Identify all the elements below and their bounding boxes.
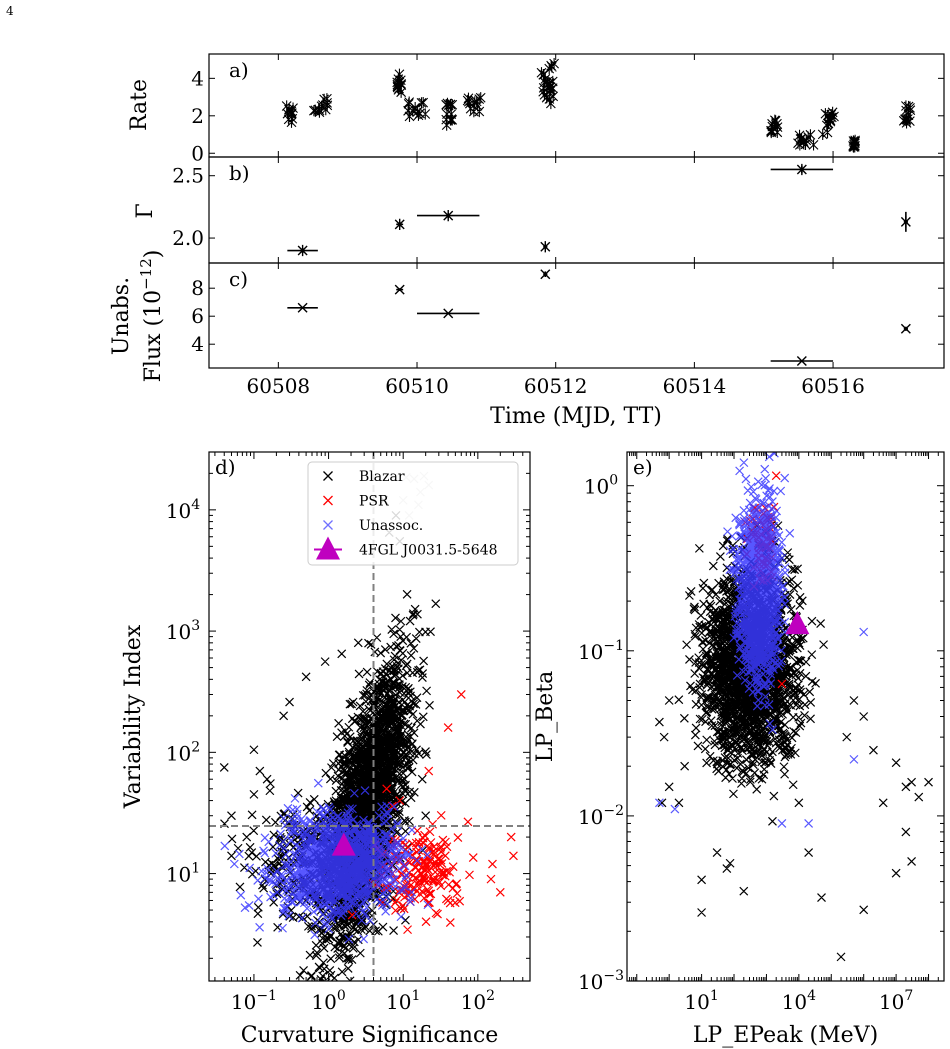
- panel-d-xtick-label: 10−1: [231, 988, 277, 1014]
- panel-c-xtick-label: 60516: [801, 374, 865, 398]
- panel-c-ylabel-line2: Flux (10−12): [137, 250, 166, 383]
- rate-cluster-6: [536, 57, 559, 110]
- panel-c-ytick-label: 4: [191, 332, 204, 356]
- points-blazar: [219, 495, 441, 981]
- panel-e-plot-area: [654, 452, 933, 962]
- panel-c-xtick-label: 60514: [663, 374, 727, 398]
- panel-c-xtick-label: 60508: [247, 374, 311, 398]
- panel-d-ytick-label: 104: [166, 497, 200, 523]
- panel-e-label: e): [633, 455, 653, 479]
- panel-e-ytick-label: 10−2: [578, 803, 624, 829]
- panel-e-xlabel: LP_EPeak (MeV): [693, 1023, 878, 1048]
- point-b-0: [297, 244, 308, 257]
- panel-e: 101 104 107 10−3 10−2 10−1 100 e) LP_EPeak (MeV)…: [533, 451, 945, 1048]
- panel-e-ylabel: LP_Beta: [533, 671, 558, 763]
- panel-c-xtick-label: 60512: [524, 374, 588, 398]
- panel-d-ylabel: Variability Index: [121, 624, 146, 809]
- panel-d-xtick-label: 102: [461, 988, 495, 1014]
- panel-d-frame: [208, 451, 531, 982]
- panel-e-xtick-label: 107: [879, 988, 913, 1014]
- point-c-1: [394, 284, 405, 295]
- point-c-5: [900, 323, 911, 334]
- panel-d-xlabel: Curvature Significance: [241, 1023, 499, 1048]
- panel-e-ytick-label: 100: [584, 473, 618, 499]
- panel-c-frame: [208, 262, 945, 369]
- panel-d-ytick-label: 101: [166, 861, 200, 887]
- panel-d-xtick-label: 100: [311, 988, 345, 1014]
- panel-d-xtick-label: 101: [386, 988, 420, 1014]
- panel-c-xlabel: Time (MJD, TT): [490, 404, 662, 429]
- panel-c-xtick-label: 60510: [385, 374, 449, 398]
- points-unassoc: [220, 778, 433, 944]
- panel-a-ytick-label: 4: [191, 66, 204, 90]
- point-c-3: [540, 269, 551, 280]
- point-c-4: [796, 356, 807, 366]
- panel-a-ytick-label: 2: [191, 104, 204, 128]
- panel-e-ytick-label: 10−1: [578, 638, 624, 664]
- panel-a-ylabel: Rate: [127, 79, 152, 131]
- panel-a-ytick-label: 0: [191, 141, 204, 165]
- point-b-2: [443, 209, 454, 222]
- rate-cluster-0: [281, 100, 298, 128]
- panel-d-label: d): [215, 455, 236, 479]
- panel-d: 10−1 100 101 102 101 102 103 104 d) Curvature Sig…: [121, 451, 531, 1048]
- points-psr: [347, 690, 518, 935]
- legend-marker-2: [323, 520, 333, 530]
- panel-d-ytick-label: 102: [166, 739, 200, 765]
- rate-cluster-7: [766, 114, 783, 139]
- panel-b-frame: [208, 156, 945, 264]
- point-b-1: [394, 218, 405, 230]
- legend-frame: [307, 461, 519, 566]
- panel-a: 0 2 4 a): [191, 53, 945, 165]
- point-b-3: [540, 241, 551, 253]
- rate-cluster-4: [441, 97, 458, 131]
- panel-e-ytick-label: 10−3: [578, 968, 624, 994]
- rate-cluster-9: [817, 106, 839, 141]
- points-blazar: [654, 520, 933, 962]
- panel-e-xtick-label: 104: [782, 988, 816, 1014]
- panel-c-ylabel-line1: Unabs.: [109, 277, 134, 355]
- point-b-5: [900, 216, 911, 228]
- point-c-2: [443, 308, 454, 319]
- legend-entry-1: PSR: [359, 494, 389, 510]
- panel-a-label: a): [229, 58, 249, 82]
- panel-c: 4 6 8 c): [191, 262, 945, 369]
- page-number: 4: [6, 4, 14, 18]
- rate-cluster-2: [392, 68, 407, 98]
- rate-cluster-5: [462, 92, 486, 118]
- source-marker: [331, 832, 356, 856]
- legend-marker-1: [323, 495, 333, 506]
- panel-b-ylabel: Γ: [133, 203, 158, 218]
- source-marker: [785, 611, 810, 635]
- rate-cluster-11: [898, 100, 916, 129]
- panel-b-ytick-label: 2.5: [172, 164, 204, 188]
- panel-c-ytick-label: 6: [191, 304, 204, 328]
- panel-c-label: c): [229, 267, 248, 291]
- legend: Blazar PSR Unassoc. 4FGL J0031.5-5648: [307, 461, 519, 566]
- panel-d-ytick-label: 103: [166, 618, 200, 644]
- rate-cluster-8: [793, 129, 819, 151]
- legend-marker-source: [316, 536, 340, 560]
- point-b-4: [796, 163, 807, 176]
- legend-entry-3: 4FGL J0031.5-5648: [359, 543, 498, 559]
- panel-b-ytick-label: 2.0: [172, 226, 204, 250]
- point-c-0: [297, 302, 308, 313]
- panel-c-ytick-label: 8: [191, 276, 204, 300]
- points-unassoc: [654, 452, 869, 828]
- panel-b: 2.0 2.5 b): [172, 156, 945, 264]
- rate-cluster-3: [403, 96, 431, 122]
- legend-marker-0: [323, 471, 333, 481]
- legend-entry-2: Unassoc.: [359, 518, 423, 534]
- panel-b-label: b): [229, 161, 250, 185]
- rate-cluster-1: [309, 93, 333, 118]
- legend-entry-0: Blazar: [359, 469, 405, 485]
- panel-e-xtick-label: 101: [684, 988, 718, 1014]
- rate-cluster-10: [848, 134, 861, 153]
